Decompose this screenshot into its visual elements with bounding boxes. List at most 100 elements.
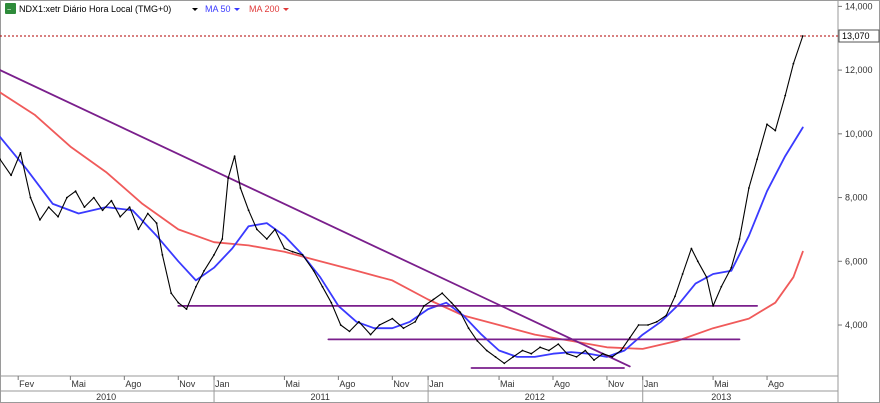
y-axis-ticks: 4,000 6,000 8,000 10,000 12,000 14,000 [838, 1, 873, 330]
price-point [66, 196, 68, 199]
price-point [690, 247, 693, 250]
price-point [665, 314, 668, 317]
symbol-icon [5, 3, 16, 14]
price-point [792, 62, 795, 65]
legend: ~ NDX1:xetr Diário Hora Local (TMG+0) MA… [5, 3, 289, 14]
price-point [195, 285, 197, 288]
price-point [476, 340, 479, 342]
price-point [601, 352, 604, 355]
price-point [784, 94, 787, 97]
price-point [146, 212, 149, 215]
price-point [301, 254, 304, 256]
price-point [92, 196, 95, 199]
price-point [521, 349, 524, 352]
x-tick-label: Ago [554, 379, 570, 389]
year-axis-ticks: 2010 2011 2012 2013 [96, 392, 731, 402]
y-tick-label: 8,000 [845, 193, 868, 203]
x-axis-ticks: Fev Mai Ago Nov Jan Mai Ago Nov Jan Mai Ago Nov Jan M… [17, 376, 784, 389]
x-tick-label: Mai [500, 379, 515, 389]
series-layer [0, 35, 804, 369]
x-tick-label: Ago [339, 379, 355, 389]
price-point [348, 330, 351, 333]
price-point [39, 219, 41, 221]
price-point [432, 298, 435, 301]
x-tick-label: Fev [19, 379, 35, 389]
x-tick-label: Jan [644, 379, 659, 389]
price-point [358, 320, 360, 323]
price-point [29, 196, 32, 199]
symbol-icon-glyph: ~ [7, 7, 11, 14]
price-point [247, 209, 250, 212]
price-point [213, 254, 215, 256]
price-point [274, 228, 276, 231]
price-point [530, 352, 533, 355]
price-point [414, 320, 417, 323]
price-point [312, 269, 315, 272]
price-point [391, 317, 394, 320]
year-separators [213, 376, 644, 403]
year-tick-label: 2011 [311, 392, 330, 402]
price-point [155, 222, 158, 225]
price-point [423, 305, 425, 307]
price-point [137, 228, 140, 231]
price-point [185, 308, 188, 310]
trend-line [0, 69, 631, 368]
y-tick-label: 10,000 [845, 129, 873, 139]
price-point [766, 123, 768, 126]
price-point [459, 311, 462, 314]
price-point [566, 352, 568, 355]
ma50-dropdown-icon[interactable] [234, 8, 240, 11]
price-point [512, 356, 514, 358]
price-point [696, 260, 699, 263]
x-tick-label: Nov [393, 379, 410, 389]
price-point [369, 333, 372, 336]
price-point [539, 346, 541, 349]
x-tick-label: Mai [71, 379, 86, 389]
price-point [10, 174, 13, 177]
price-point [628, 336, 631, 339]
price-point [485, 349, 488, 352]
year-tick-label: 2013 [711, 392, 731, 402]
price-point [57, 215, 59, 218]
legend-ma200-label[interactable]: MA 200 [249, 4, 280, 14]
price-point [655, 320, 658, 323]
price-point [74, 190, 77, 193]
x-tick-label: Jan [215, 379, 230, 389]
x-tick-label: Ago [768, 379, 784, 389]
price-point [291, 250, 294, 253]
price-point [467, 327, 470, 330]
legend-symbol-label[interactable]: NDX1:xetr Diário Hora Local (TMG+0) [19, 4, 171, 14]
price-point [705, 276, 708, 279]
price-point [378, 324, 381, 326]
price-point [221, 238, 224, 240]
x-tick-label: Nov [608, 379, 625, 389]
current-price-box [838, 29, 880, 43]
price-point [748, 187, 750, 189]
x-tick-label: Nov [179, 379, 196, 389]
price-point [584, 349, 587, 352]
price-point [101, 209, 104, 212]
y-tick-label: 14,000 [845, 1, 873, 11]
price-point [19, 152, 22, 154]
legend-ma50-label[interactable]: MA 50 [205, 4, 231, 14]
price-point [110, 199, 113, 202]
price-point [256, 228, 258, 231]
ma200-dropdown-icon[interactable] [283, 8, 289, 11]
price-point [283, 247, 286, 250]
price-point [730, 266, 733, 269]
price-point [119, 215, 122, 218]
price-point [557, 343, 560, 345]
year-tick-label: 2012 [525, 392, 545, 402]
x-tick-label: Jan [429, 379, 444, 389]
price-point [712, 305, 714, 307]
x-tick-label: Mai [285, 379, 300, 389]
price-point [450, 301, 453, 304]
price-point [47, 206, 50, 209]
price-point [161, 254, 164, 256]
price-point [0, 158, 1, 161]
symbol-dropdown-icon[interactable] [192, 8, 198, 11]
price-point [494, 356, 497, 358]
x-tick-label: Ago [125, 379, 141, 389]
